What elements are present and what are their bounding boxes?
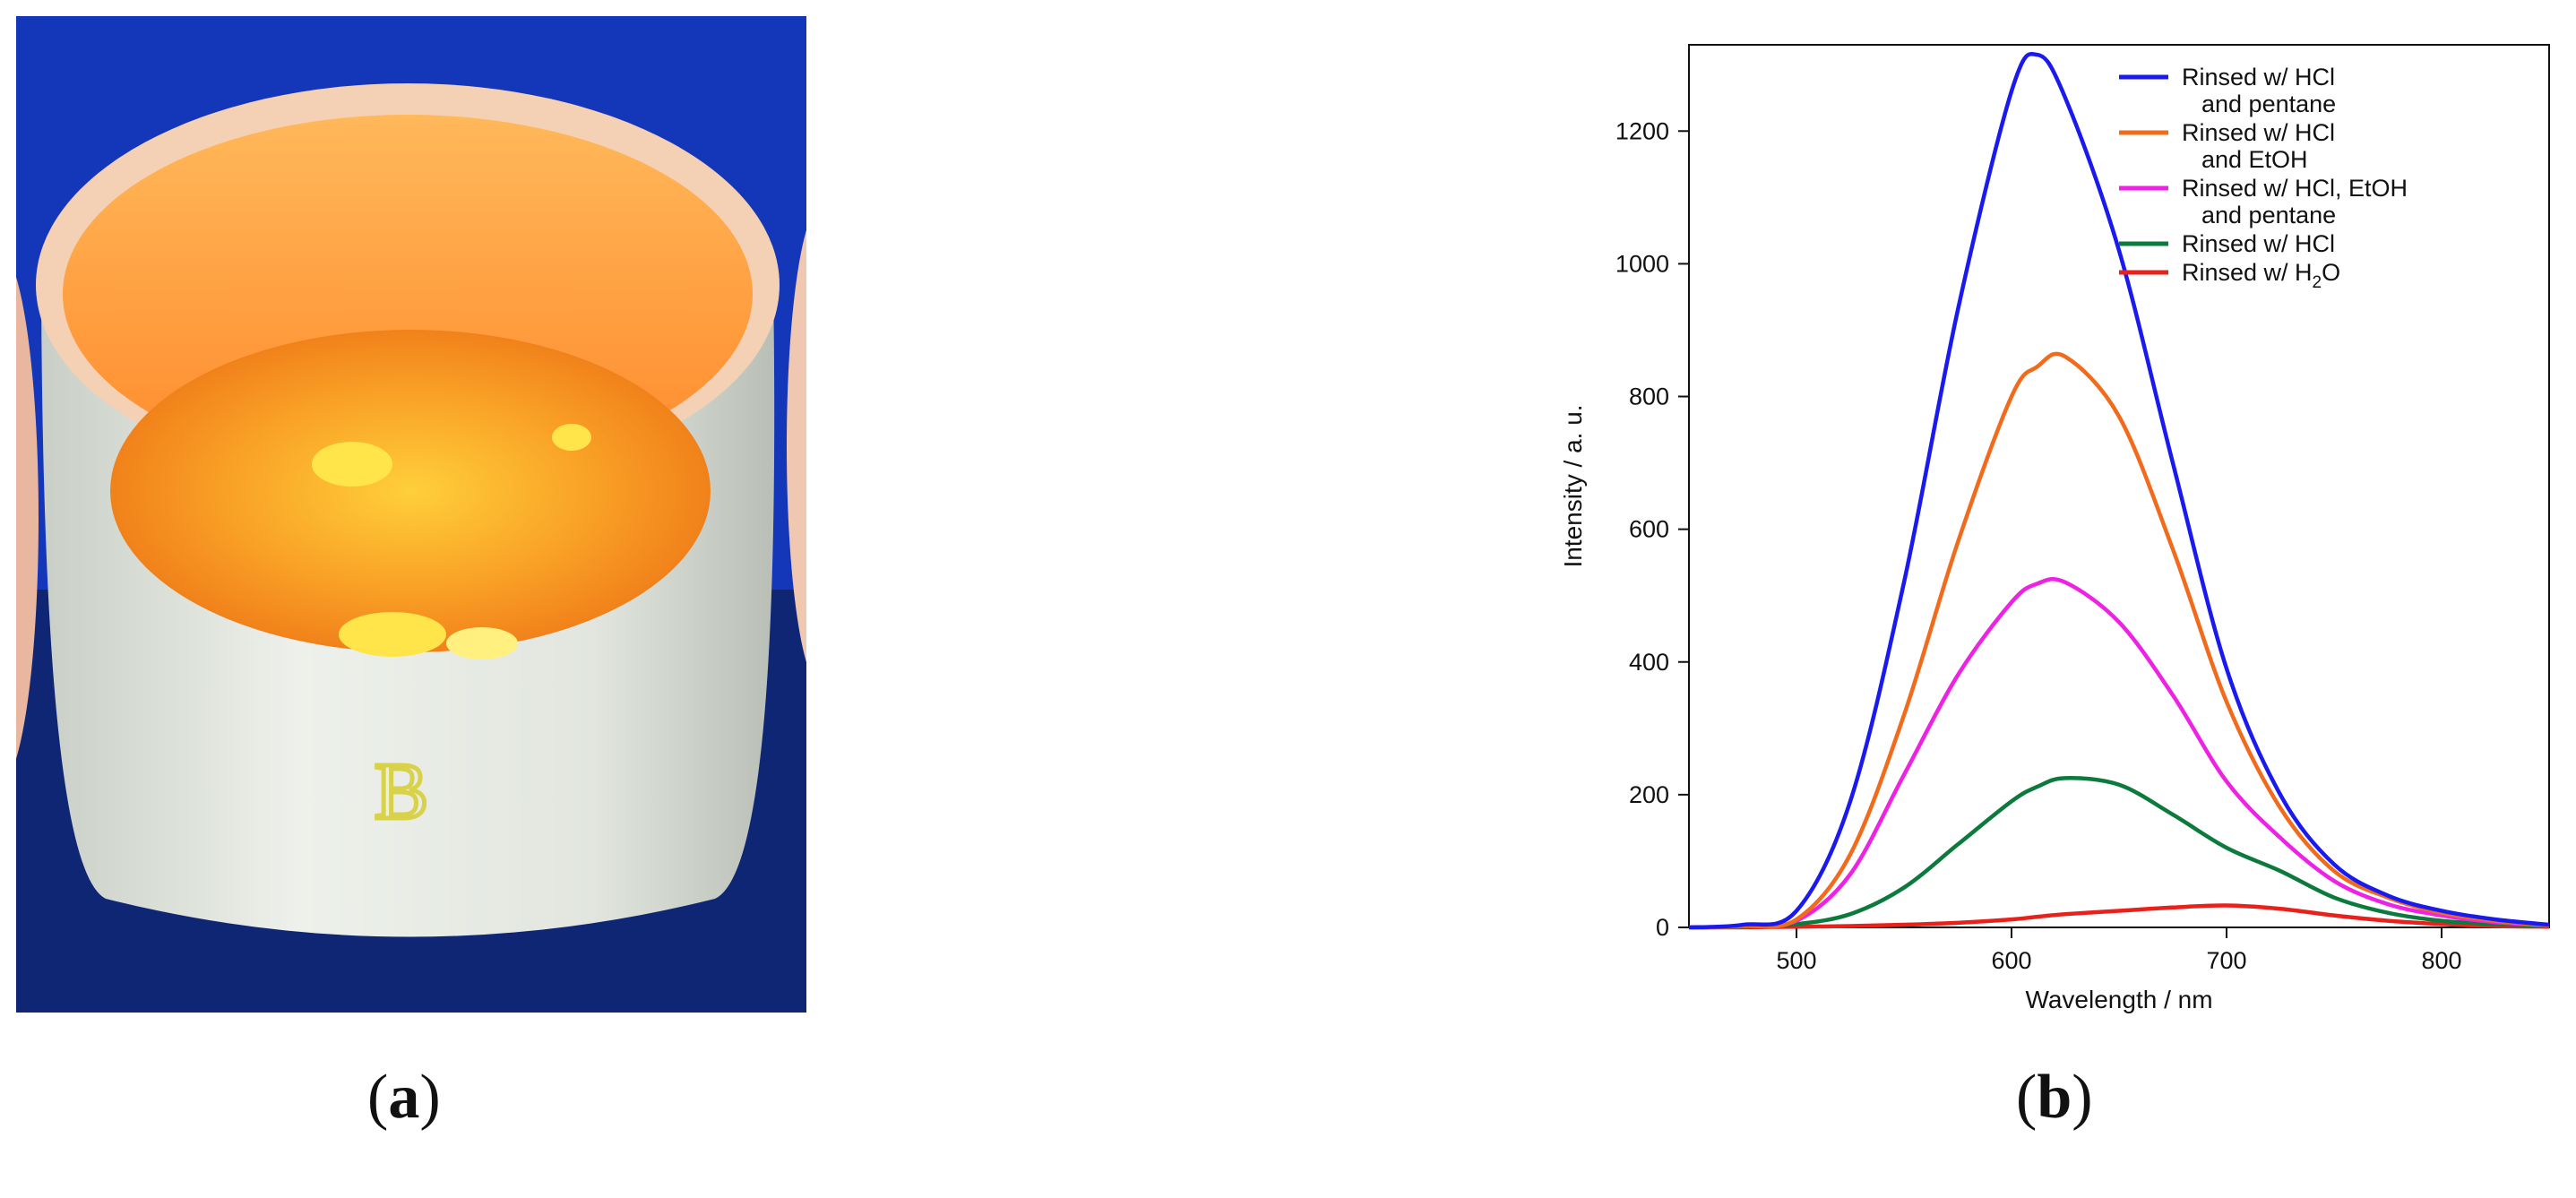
- crucible-marker-letter: B: [375, 747, 428, 836]
- legend-entry: Rinsed w/ HCl, EtOH: [2182, 175, 2408, 202]
- y-axis-title: Intensity / a. u.: [1559, 404, 1587, 567]
- powder-highlight: [339, 612, 446, 657]
- y-tick-label: 1200: [1615, 117, 1669, 144]
- powder-highlight: [446, 627, 518, 659]
- legend-entry: Rinsed w/ H2O: [2182, 259, 2340, 292]
- plot-frame: [1688, 44, 2550, 928]
- panel-label-b: (b): [2016, 1063, 2093, 1132]
- x-tick-label: 600: [1991, 947, 2031, 974]
- y-tick-label: 200: [1629, 781, 1669, 808]
- legend-entry: Rinsed w/ HCl: [2182, 119, 2335, 146]
- y-tick-label: 800: [1629, 384, 1669, 410]
- left-neighbour-crucible: [16, 277, 39, 759]
- photo-panel-a: B: [16, 16, 806, 1013]
- series-line-rinsed-w-hcl: [1688, 776, 2550, 930]
- y-tick-label: 400: [1629, 649, 1669, 676]
- series-line-rinsed-w-hcl-etoh-and-pentane: [1688, 576, 2550, 930]
- legend-entry: Rinsed w/ HCl: [2182, 64, 2335, 90]
- series-line-rinsed-w-hcl-and-etoh: [1688, 351, 2550, 930]
- right-neighbour-crucible: [787, 229, 806, 663]
- y-tick-label: 0: [1656, 914, 1669, 941]
- y-tick-label: 1000: [1615, 250, 1669, 277]
- legend-entry: and pentane: [2201, 90, 2336, 117]
- powder-highlight: [552, 424, 591, 451]
- emission-spectra-chart: 500 600 700 800 0 200 400 600 800 1000 1200 Wavelen…: [1559, 44, 2550, 1013]
- y-tick-label: 600: [1629, 516, 1669, 543]
- series-line-rinsed-w-h2o: [1688, 903, 2550, 930]
- orange-powder: [110, 330, 711, 652]
- panel-label-a: (a): [367, 1063, 441, 1132]
- series-line-rinsed-w-hcl-and-pentane: [1688, 52, 2550, 930]
- powder-highlight: [312, 442, 392, 487]
- legend-entry: and EtOH: [2201, 146, 2308, 173]
- legend-entry: Rinsed w/ HCl: [2182, 230, 2335, 257]
- x-tick-label: 700: [2206, 947, 2246, 974]
- x-axis-title: Wavelength / nm: [2025, 986, 2212, 1013]
- x-tick-label: 800: [2421, 947, 2461, 974]
- legend-entry: and pentane: [2201, 202, 2336, 228]
- x-tick-label: 500: [1776, 947, 1816, 974]
